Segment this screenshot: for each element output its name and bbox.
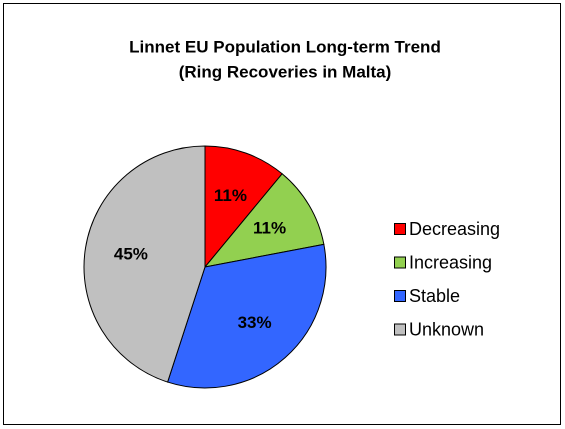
data-label: 45%: [114, 245, 148, 264]
legend-swatch: [394, 323, 406, 336]
data-label: 11%: [214, 186, 247, 205]
legend-label: Increasing: [409, 252, 492, 272]
legend-label: Decreasing: [409, 219, 500, 239]
legend-label: Unknown: [409, 319, 484, 339]
legend-label: Stable: [409, 286, 460, 306]
legend-swatch: [394, 223, 406, 235]
legend-swatch: [394, 290, 406, 302]
data-label: 33%: [238, 313, 272, 332]
pie-slice: [204, 145, 283, 269]
chart-title: Linnet EU Population Long-term Trend: [129, 37, 441, 56]
pie-slice: [83, 145, 206, 383]
pie-slice: [203, 173, 325, 268]
chart-title: (Ring Recoveries in Malta): [179, 62, 392, 81]
data-label: 11%: [253, 218, 286, 237]
legend-swatch: [394, 256, 406, 269]
pie-slice: [166, 243, 327, 389]
